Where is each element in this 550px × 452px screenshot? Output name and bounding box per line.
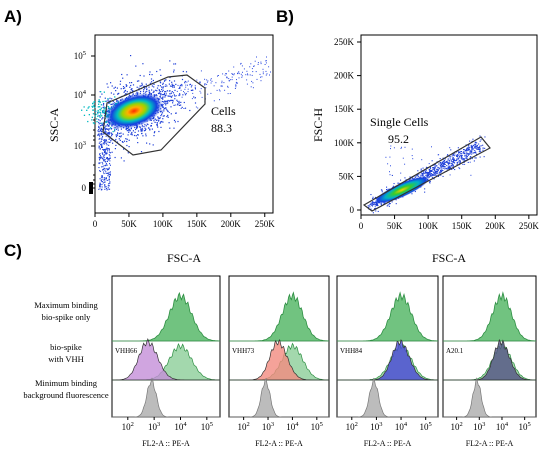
a-y-tick-label: 104: [74, 89, 87, 100]
hist-x-tick-label: 104: [496, 421, 509, 432]
hist-x-tick-label: 102: [122, 421, 134, 432]
b-y-tick-label: 150K: [334, 104, 355, 114]
b-x-tick-label: 150K: [452, 221, 473, 231]
hist-x-tick-label: 105: [420, 421, 432, 432]
panel-a-x-axis-title: FSC-A: [167, 251, 201, 265]
max-binding-histogram: [337, 291, 439, 342]
row-label-min-binding-1: Minimum binding: [35, 378, 98, 388]
a-y-tick-label: 0: [82, 183, 87, 193]
panel-b-x-axis-title: FSC-A: [432, 251, 466, 265]
panel-c-row-labels: Maximum binding bio-spike only bio-spike…: [23, 300, 108, 400]
hist-x-tick-label: 103: [370, 421, 382, 432]
b-y-tick-label: 0: [350, 205, 355, 215]
b-x-tick-label: 250K: [519, 221, 540, 231]
min-binding-histogram: [112, 377, 220, 418]
hist-x-tick-label: 104: [174, 421, 187, 432]
panel-a-x-ticks: 0 50K 100K 150K 200K 250K: [93, 213, 276, 229]
panel-a-y-ticks: 0 103 104 105: [74, 50, 95, 194]
cells-gate-name: Cells: [211, 104, 236, 118]
a-x-tick-label: 200K: [221, 219, 242, 229]
b-x-tick-label: 200K: [485, 221, 506, 231]
hist-x-tick-label: 104: [286, 421, 299, 432]
panel-letter-c: C): [4, 241, 22, 260]
hist-x-tick-label: 103: [148, 421, 160, 432]
sample-histogram: [112, 337, 220, 381]
min-binding-histogram: [443, 377, 536, 418]
b-y-tick-label: 250K: [334, 37, 355, 47]
panel-a-frame: [94, 34, 274, 214]
hist-x-tick-label: 103: [262, 421, 274, 432]
row-label-min-binding-2: background fluorescence: [23, 390, 108, 400]
hist-x-tick-label: 105: [201, 421, 213, 432]
a-x-tick-label: 100K: [153, 219, 174, 229]
hist-x-axis-title: FL2-A :: PE-A: [142, 439, 190, 448]
panel-b-x-ticks: 0 50K 100K 150K 200K 250K: [359, 215, 540, 231]
row-label-max-binding-1: Maximum binding: [34, 300, 98, 310]
b-y-tick-label: 200K: [334, 71, 355, 81]
row-label-biospike-vhh-2: with VHH: [48, 354, 84, 364]
sample-histogram: [443, 338, 536, 381]
max-binding-histogram: [443, 291, 537, 342]
a-x-tick-label: 50K: [121, 219, 137, 229]
panel-b-scatter: Single Cells 95.2 0 50K 100K 150K 200K 250K 0…: [311, 34, 540, 265]
panel-b-density-core: [374, 176, 430, 204]
b-x-tick-label: 100K: [418, 221, 439, 231]
hist-x-axis-title: FL2-A :: PE-A: [466, 439, 514, 448]
single-cells-gate: [362, 136, 491, 212]
panel-a-y-axis-title: SSC-A: [47, 108, 61, 142]
b-x-tick-label: 50K: [387, 221, 403, 231]
panel-a-density-core: [105, 93, 163, 129]
panel-b-y-axis-title: FSC-H: [311, 108, 325, 142]
hist-x-tick-label: 104: [395, 421, 408, 432]
sample-histogram: [337, 339, 438, 381]
panel-letter-b: B): [276, 7, 294, 26]
min-binding-histogram: [337, 377, 438, 418]
a-y-tick-label: 105: [74, 50, 86, 61]
hist-x-tick-label: 102: [346, 421, 358, 432]
row-label-max-binding-2: bio-spike only: [42, 312, 92, 322]
a-x-tick-label: 0: [93, 219, 98, 229]
max-binding-histogram: [112, 291, 221, 342]
b-x-tick-label: 0: [359, 221, 364, 231]
sample-label: VHH73: [232, 347, 255, 355]
row-label-biospike-vhh-1: bio-spike: [50, 342, 82, 352]
panel-b-y-ticks: 0 50K 100K 150K 200K 250K: [334, 37, 361, 215]
panel-letter-a: A): [4, 7, 22, 26]
panel-b-frame: [360, 34, 538, 216]
hist-x-tick-label: 102: [238, 421, 250, 432]
hist-x-tick-label: 105: [519, 421, 531, 432]
panel-a-scatter: Cells 88.3 0 103 104 105 0 50K 100K 150K 200K 25…: [47, 34, 276, 265]
single-cells-gate-percent: 95.2: [388, 132, 409, 146]
single-cells-gate-name: Single Cells: [370, 115, 429, 129]
sample-label: VHH84: [340, 347, 363, 355]
sample-histogram: [229, 339, 329, 381]
a-zero-pile: [89, 182, 93, 194]
min-binding-histogram: [229, 377, 329, 418]
sample-label: VHH66: [115, 347, 138, 355]
b-y-tick-label: 50K: [339, 171, 355, 181]
b-y-tick-label: 100K: [334, 138, 355, 148]
max-binding-histogram: [229, 291, 330, 342]
hist-x-tick-label: 102: [450, 421, 462, 432]
hist-x-axis-title: FL2-A :: PE-A: [255, 439, 303, 448]
a-x-tick-label: 150K: [187, 219, 208, 229]
cells-gate-percent: 88.3: [211, 121, 232, 135]
hist-x-tick-label: 105: [311, 421, 323, 432]
hist-x-tick-label: 103: [473, 421, 485, 432]
a-y-tick-label: 103: [74, 140, 86, 151]
cells-gate: [102, 74, 206, 156]
a-x-tick-label: 250K: [255, 219, 276, 229]
sample-label: A20.1: [446, 347, 464, 355]
hist-x-axis-title: FL2-A :: PE-A: [364, 439, 412, 448]
